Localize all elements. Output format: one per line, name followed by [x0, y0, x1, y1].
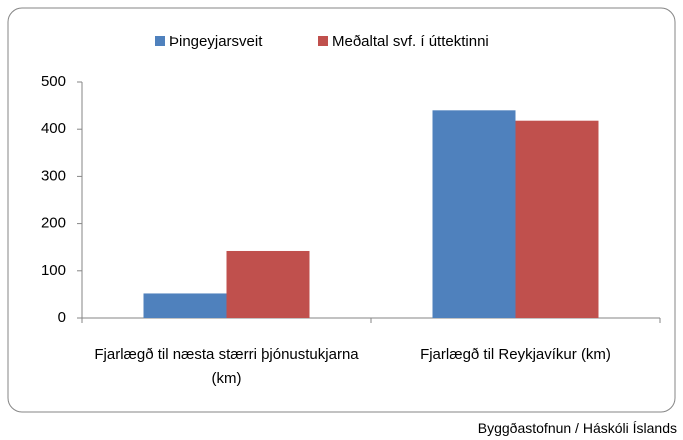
- y-tick-label: 300: [41, 167, 66, 184]
- y-tick-label: 400: [41, 120, 66, 137]
- bar: [226, 250, 310, 318]
- legend-label: Meðaltal svf. í úttektinni: [332, 33, 489, 50]
- bar: [432, 110, 516, 318]
- y-tick-label: 100: [41, 262, 66, 279]
- y-tick-label: 200: [41, 215, 66, 232]
- x-tick-label: Fjarlægð til Reykjavíkur (km): [420, 346, 611, 363]
- legend-label: Þingeyjarsveit: [169, 33, 263, 50]
- y-tick-label: 500: [41, 73, 66, 90]
- legend-swatch: [155, 36, 165, 46]
- x-tick-label: Fjarlægð til næsta stærri þjónustukjarna…: [94, 346, 359, 387]
- y-tick-label: 0: [58, 309, 66, 326]
- source: Byggðastofnun / Háskóli Íslands: [477, 420, 677, 436]
- bar: [515, 120, 599, 318]
- legend-swatch: [318, 36, 328, 46]
- bar: [143, 293, 227, 318]
